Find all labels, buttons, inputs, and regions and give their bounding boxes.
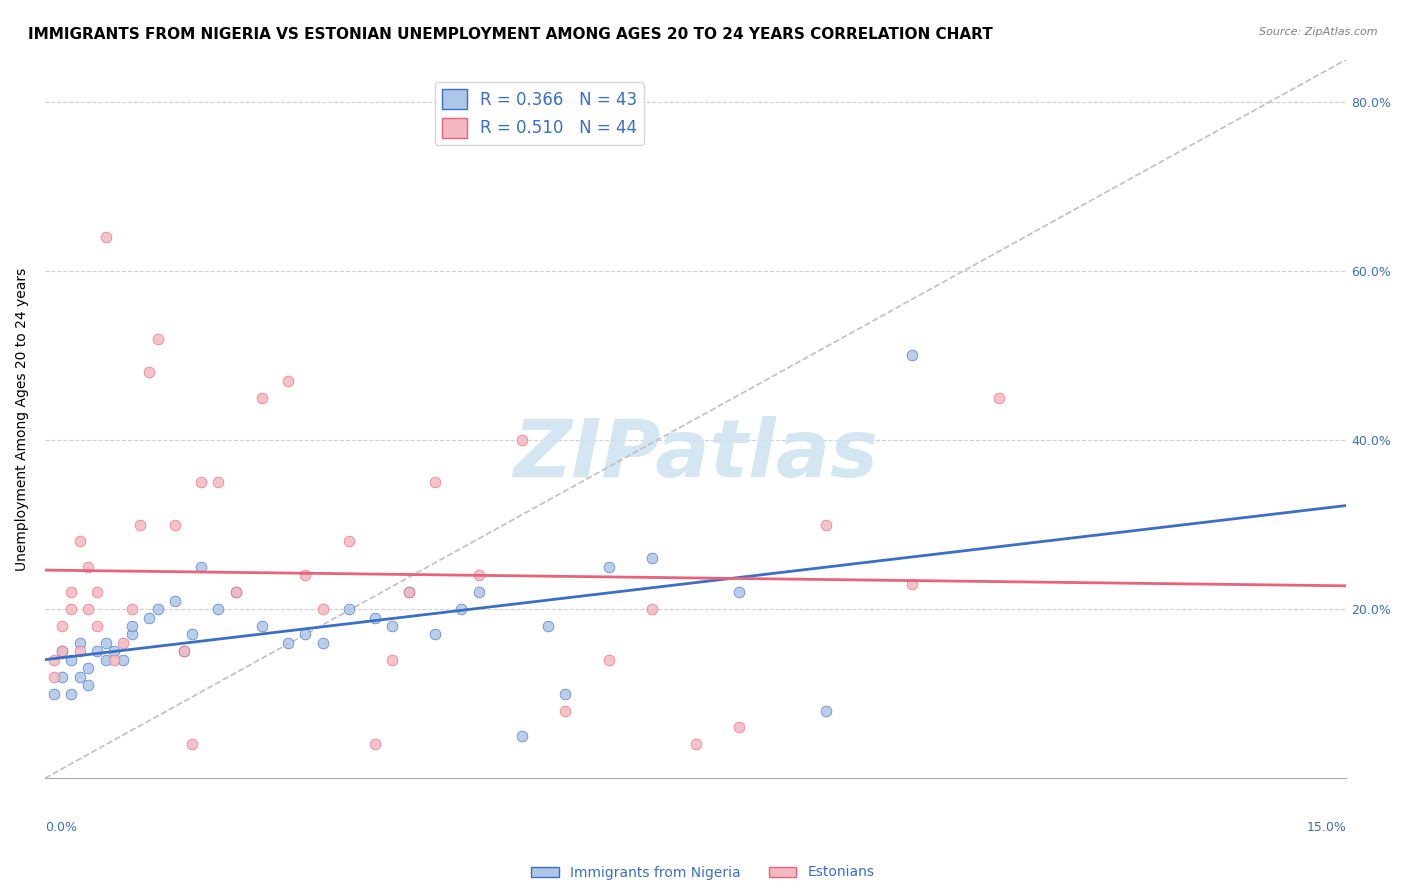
Point <box>165 593 187 607</box>
Point <box>69 670 91 684</box>
Point <box>207 475 229 490</box>
Point <box>121 619 143 633</box>
Point <box>467 568 489 582</box>
Point <box>77 559 100 574</box>
Point <box>685 737 707 751</box>
Point <box>337 534 360 549</box>
Point <box>381 619 404 633</box>
Point <box>146 602 169 616</box>
Point <box>51 644 73 658</box>
Text: Source: ZipAtlas.com: Source: ZipAtlas.com <box>1260 27 1378 37</box>
Point <box>138 610 160 624</box>
Text: 0.0%: 0.0% <box>45 822 77 834</box>
Point <box>190 475 212 490</box>
Point <box>69 636 91 650</box>
Point <box>554 704 576 718</box>
Point <box>363 610 385 624</box>
Point <box>537 619 560 633</box>
Point <box>728 585 751 599</box>
Point <box>121 602 143 616</box>
Text: ZIPatlas: ZIPatlas <box>513 416 879 494</box>
Point <box>641 602 664 616</box>
Point <box>207 602 229 616</box>
Point <box>69 534 91 549</box>
Point <box>129 517 152 532</box>
Point <box>425 475 447 490</box>
Point <box>86 644 108 658</box>
Point <box>181 627 204 641</box>
Point <box>121 627 143 641</box>
Point <box>51 670 73 684</box>
Point <box>363 737 385 751</box>
Point <box>173 644 195 658</box>
Point <box>173 644 195 658</box>
Point <box>398 585 420 599</box>
Point <box>398 585 420 599</box>
Point <box>94 230 117 244</box>
Point <box>250 391 273 405</box>
Point <box>42 653 65 667</box>
Point <box>294 627 316 641</box>
Point <box>311 636 333 650</box>
Point <box>598 559 620 574</box>
Point <box>988 391 1011 405</box>
Text: 15.0%: 15.0% <box>1306 822 1346 834</box>
Point <box>146 332 169 346</box>
Point <box>112 636 135 650</box>
Point <box>112 653 135 667</box>
Point <box>59 653 82 667</box>
Point <box>425 627 447 641</box>
Point <box>103 653 125 667</box>
Point <box>86 585 108 599</box>
Point <box>59 585 82 599</box>
Point <box>86 619 108 633</box>
Point <box>641 551 664 566</box>
Point <box>59 687 82 701</box>
Point <box>728 721 751 735</box>
Point <box>450 602 472 616</box>
Point <box>42 670 65 684</box>
Point <box>181 737 204 751</box>
Point <box>598 653 620 667</box>
Point <box>381 653 404 667</box>
Point <box>103 644 125 658</box>
Point <box>42 687 65 701</box>
Point <box>94 653 117 667</box>
Legend: R = 0.366   N = 43, R = 0.510   N = 44: R = 0.366 N = 43, R = 0.510 N = 44 <box>434 82 644 145</box>
Point <box>510 433 533 447</box>
Point <box>814 517 837 532</box>
Point <box>510 729 533 743</box>
Point <box>69 644 91 658</box>
Point <box>51 644 73 658</box>
Point <box>554 687 576 701</box>
Legend: Immigrants from Nigeria, Estonians: Immigrants from Nigeria, Estonians <box>526 860 880 885</box>
Point <box>901 576 924 591</box>
Point <box>77 678 100 692</box>
Point <box>311 602 333 616</box>
Point <box>77 661 100 675</box>
Point <box>277 636 299 650</box>
Point <box>225 585 247 599</box>
Point <box>467 585 489 599</box>
Point <box>165 517 187 532</box>
Point <box>77 602 100 616</box>
Point <box>294 568 316 582</box>
Point <box>59 602 82 616</box>
Point <box>51 619 73 633</box>
Point <box>138 365 160 379</box>
Point <box>277 374 299 388</box>
Point <box>190 559 212 574</box>
Text: IMMIGRANTS FROM NIGERIA VS ESTONIAN UNEMPLOYMENT AMONG AGES 20 TO 24 YEARS CORRE: IMMIGRANTS FROM NIGERIA VS ESTONIAN UNEM… <box>28 27 993 42</box>
Point <box>337 602 360 616</box>
Point <box>250 619 273 633</box>
Point <box>814 704 837 718</box>
Point <box>94 636 117 650</box>
Point <box>225 585 247 599</box>
Point <box>901 349 924 363</box>
Y-axis label: Unemployment Among Ages 20 to 24 years: Unemployment Among Ages 20 to 24 years <box>15 268 30 571</box>
